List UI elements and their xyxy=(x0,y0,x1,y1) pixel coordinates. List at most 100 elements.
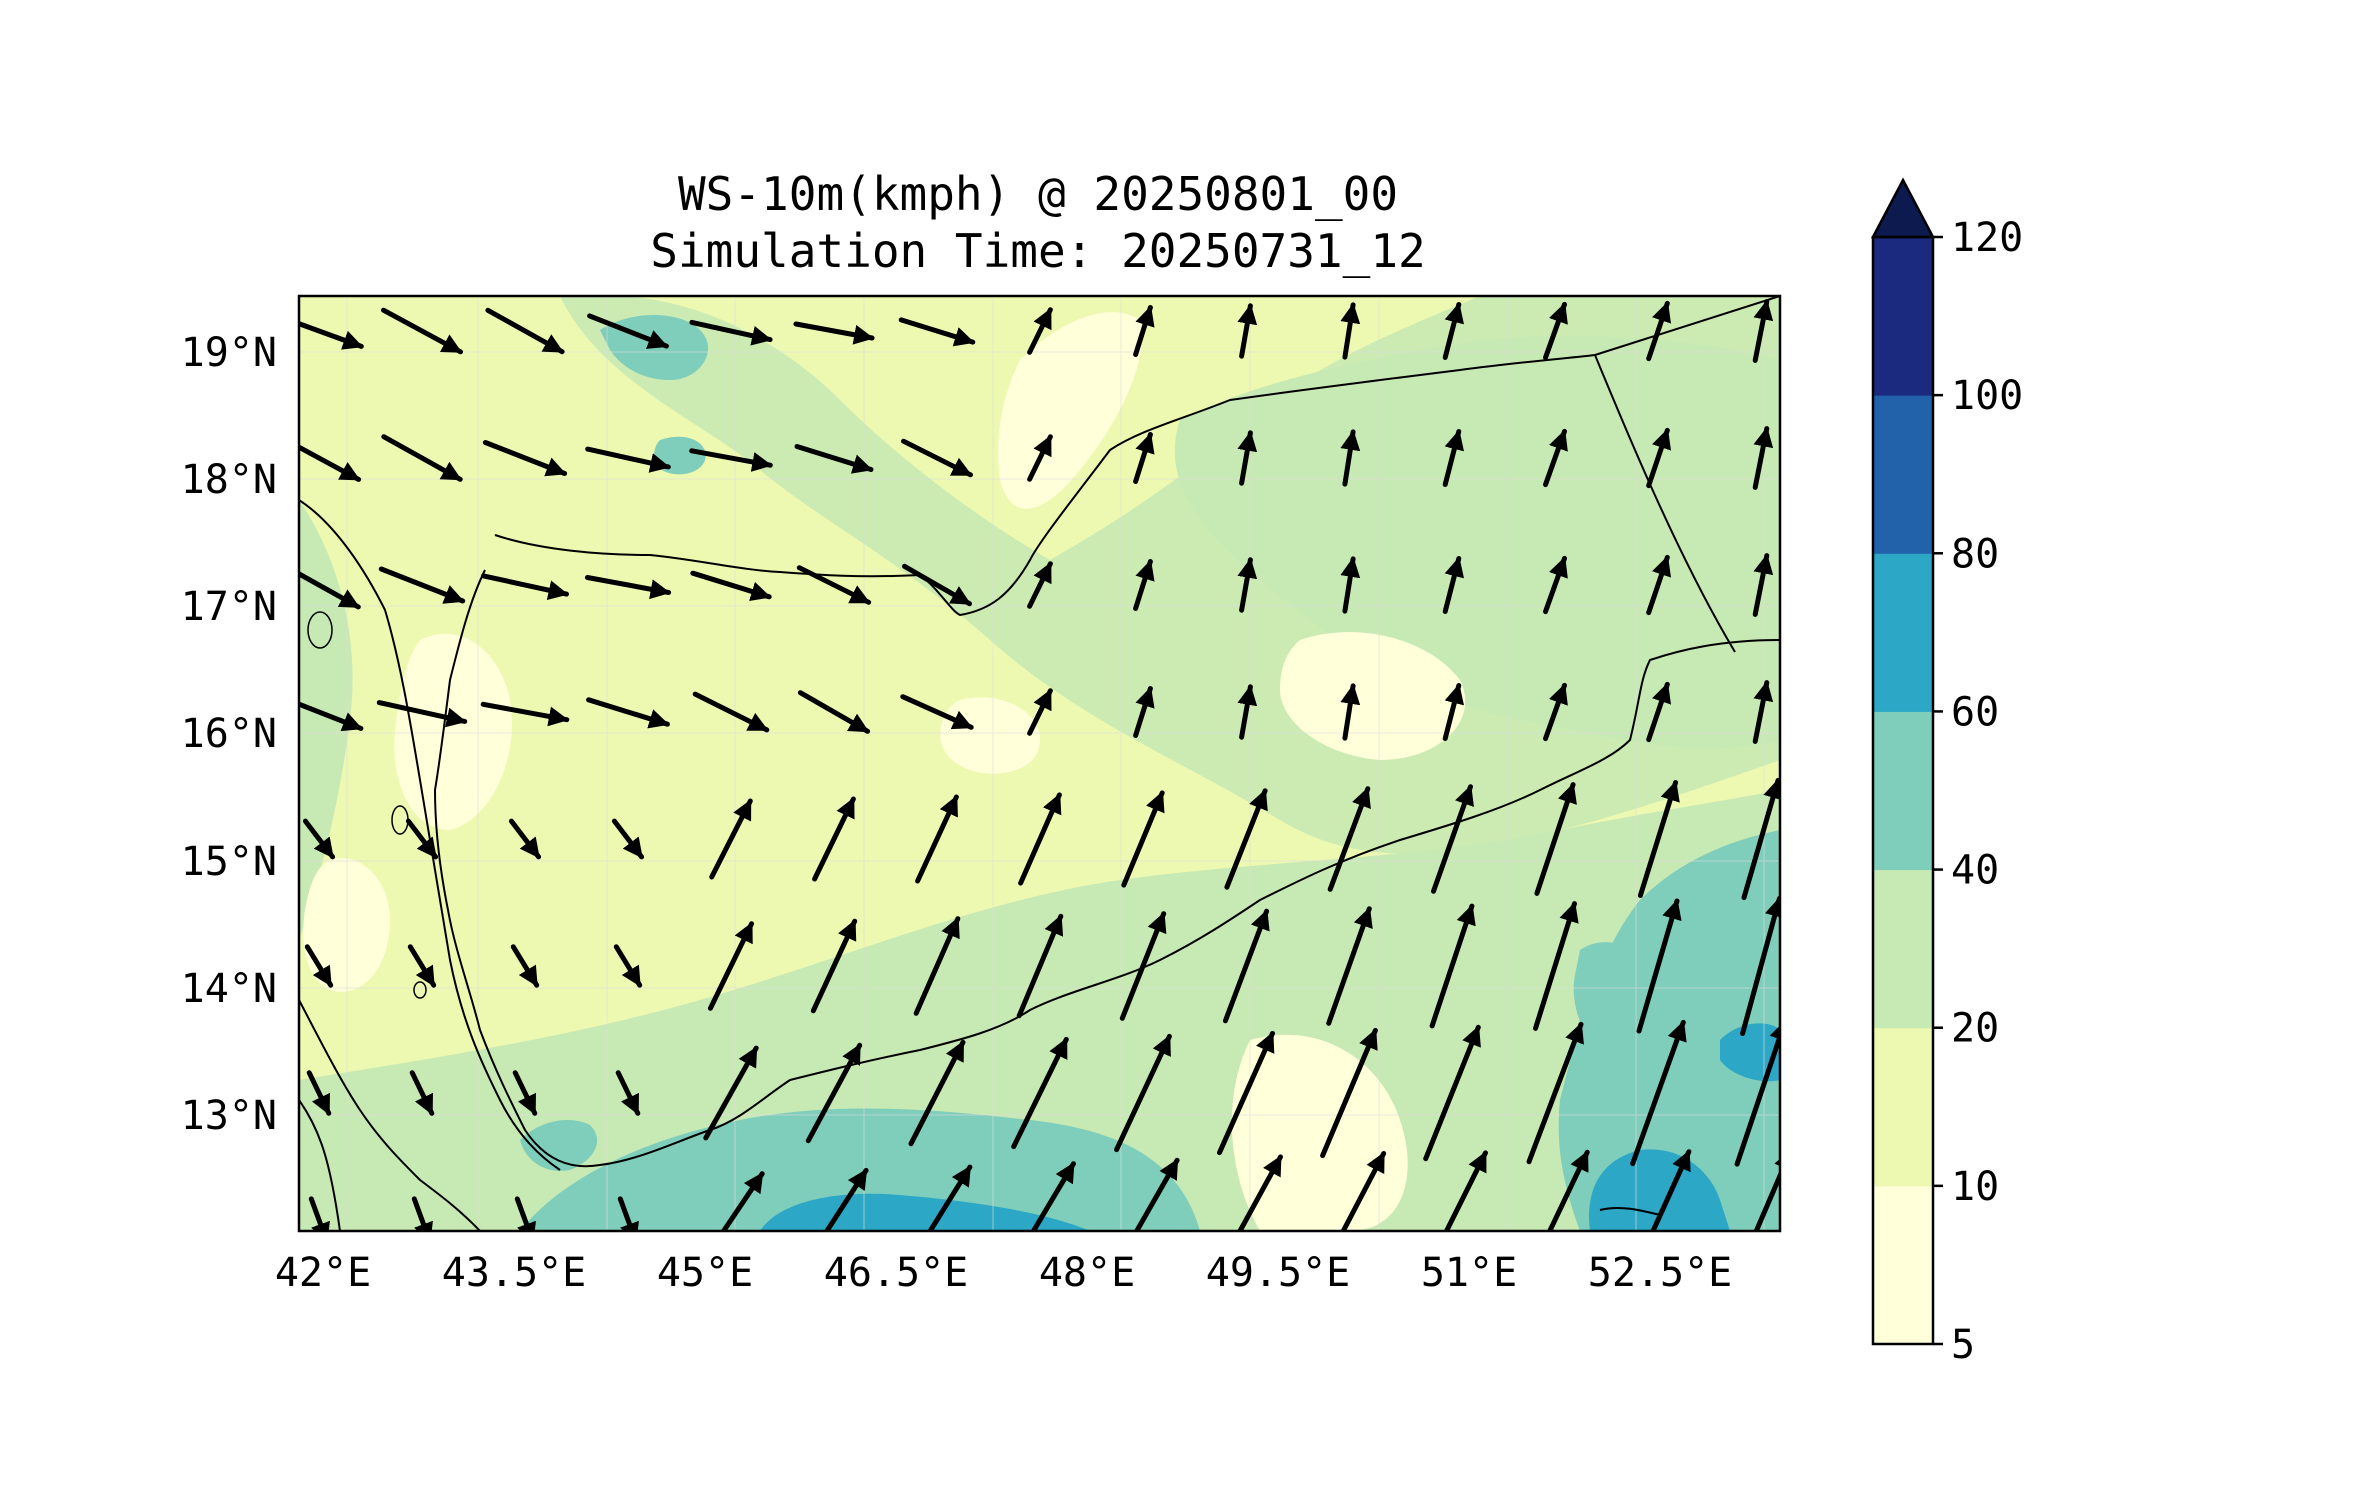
wind-arrow xyxy=(1429,903,1476,1029)
wind-arrow xyxy=(720,1171,765,1231)
wind-arrow xyxy=(299,570,361,610)
wind-arrow xyxy=(1646,681,1672,743)
colorbar-label: 60 xyxy=(1951,689,1999,735)
x-tick-label: 52.5°E xyxy=(1588,1250,1733,1296)
wind-arrow xyxy=(1740,896,1780,1036)
wind-arrow xyxy=(1752,680,1774,744)
socotra-coast xyxy=(1599,1206,1661,1216)
wind-arrow xyxy=(1340,683,1361,741)
africa-border xyxy=(299,1099,341,1231)
wind-arrow xyxy=(1340,302,1361,360)
wind-arrow xyxy=(1237,303,1258,359)
wind-arrow xyxy=(512,1070,538,1116)
field-band-60-80-east xyxy=(1589,1149,1730,1231)
wind-arrow xyxy=(299,321,364,350)
wind-arrow xyxy=(1237,557,1258,613)
wind-arrow xyxy=(707,921,755,1011)
wind-arrow xyxy=(381,307,463,355)
wind-arrow xyxy=(1133,1157,1180,1231)
wind-arrow xyxy=(1442,429,1465,487)
field-band-20-40-east xyxy=(1174,336,1780,749)
wind-arrow xyxy=(376,700,468,728)
wind-arrow xyxy=(927,1164,973,1231)
wind-arrow xyxy=(584,575,672,600)
wind-arrow xyxy=(690,570,772,602)
map-gridlines xyxy=(299,296,1780,1231)
y-tick-label: 13°N xyxy=(181,1093,277,1139)
yemen-south-coast xyxy=(599,639,1780,1166)
wind-arrow xyxy=(793,321,875,345)
wind-arrow xyxy=(1133,305,1155,357)
colorbar-segment xyxy=(1873,711,1933,871)
wind-arrow xyxy=(1752,426,1774,490)
wind-arrow xyxy=(823,1167,869,1231)
colorbar-label: 100 xyxy=(1951,373,2023,419)
wind-arrow xyxy=(915,794,959,884)
y-tick-label: 17°N xyxy=(181,584,277,630)
wind-arrow xyxy=(1636,898,1682,1034)
wind-arrow xyxy=(805,1042,863,1144)
colorbar-segments xyxy=(1873,237,1933,1345)
field-patch-40-60-n2 xyxy=(654,436,706,475)
wind-arrow xyxy=(1546,1149,1590,1231)
wind-arrow xyxy=(405,818,439,860)
colorbar: 5 10 20 40 60 80 100 120 xyxy=(1870,177,2023,1368)
wind-arrow xyxy=(1027,434,1053,482)
wind-arrow xyxy=(1752,299,1774,363)
wind-arrow xyxy=(1442,302,1465,360)
wind-arrow xyxy=(692,691,770,733)
colorbar-segment xyxy=(1873,869,1933,1029)
wind-arrow xyxy=(1741,777,1780,901)
wind-arrow xyxy=(304,944,334,988)
wind-arrow xyxy=(1217,1030,1275,1156)
wind-arrow xyxy=(1027,561,1053,609)
wind-arrow xyxy=(689,319,773,346)
wind-arrow xyxy=(615,1070,641,1116)
wind-arrow xyxy=(1133,559,1155,611)
wind-arrow xyxy=(1630,1019,1687,1167)
x-axis-labels: 42°E 43.5°E 45°E 46.5°E 48°E 49.5°E 51°E… xyxy=(275,1250,1732,1296)
wind-arrow xyxy=(378,566,466,604)
x-tick-label: 48°E xyxy=(1039,1250,1135,1296)
y-tick-label: 19°N xyxy=(181,330,277,376)
wind-arrow xyxy=(902,563,972,607)
wind-arrow xyxy=(1650,1149,1692,1231)
colorbar-segment xyxy=(1873,1185,1933,1345)
colorbar-label: 5 xyxy=(1951,1322,1975,1368)
wind-arrow xyxy=(1327,786,1371,892)
wind-arrow xyxy=(617,1196,639,1231)
wind-arrow xyxy=(1442,683,1465,741)
colorbar-frame xyxy=(1871,235,1935,1346)
wind-arrow xyxy=(480,701,570,727)
wind-arrow xyxy=(1526,1021,1584,1165)
wind-arrow xyxy=(1340,429,1361,487)
wind-arrow xyxy=(586,697,670,729)
wind-arrow xyxy=(482,440,568,477)
wind-arrow xyxy=(1027,688,1053,736)
map-frame xyxy=(297,294,1782,1233)
y-tick-label: 16°N xyxy=(181,711,277,757)
wind-arrow xyxy=(510,944,540,988)
x-tick-label: 46.5°E xyxy=(824,1250,969,1296)
wind-arrow xyxy=(1752,553,1774,617)
wind-arrow xyxy=(1646,554,1672,616)
wind-arrow xyxy=(709,798,753,880)
colorbar-label: 20 xyxy=(1951,1006,1999,1052)
y-tick-label: 14°N xyxy=(181,966,277,1012)
x-tick-label: 49.5°E xyxy=(1206,1250,1351,1296)
wind-arrow xyxy=(299,701,364,732)
field-patch-light-2 xyxy=(1280,632,1466,760)
wind-arrow xyxy=(514,1196,536,1231)
wind-arrow xyxy=(1543,555,1568,615)
wind-arrow xyxy=(1340,556,1361,614)
wind-arrow xyxy=(898,317,976,347)
field-patch-40-60-red-sea xyxy=(520,1120,598,1171)
wind-arrow xyxy=(908,1039,966,1147)
wind-arrow xyxy=(306,1070,332,1116)
wind-arrow xyxy=(1016,913,1064,1019)
colorbar-segment xyxy=(1873,553,1933,712)
colorbar-label: 120 xyxy=(1951,215,2023,261)
coastline-and-borders xyxy=(299,296,1780,1231)
x-tick-label: 51°E xyxy=(1421,1250,1517,1296)
wind-arrow xyxy=(613,944,643,988)
